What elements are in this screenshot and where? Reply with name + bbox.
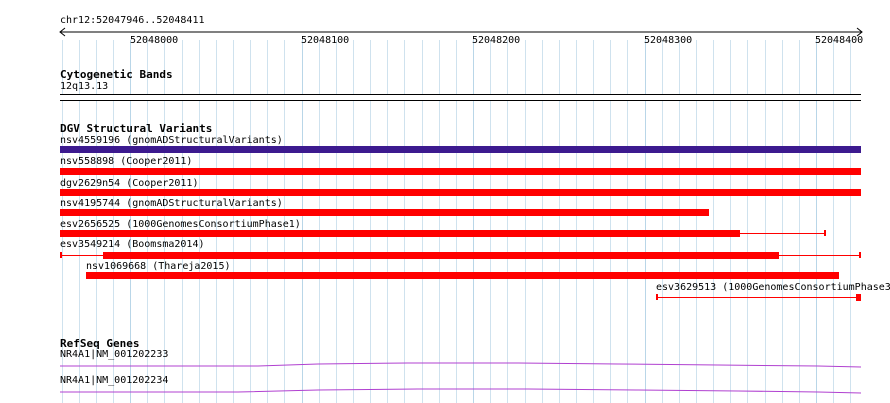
variant-outer-extent[interactable] bbox=[740, 233, 825, 234]
gene-label: NR4A1|NM_001202234 bbox=[60, 375, 169, 386]
location-label: chr12:52047946..52048411 bbox=[60, 15, 205, 26]
variant-outer-extent[interactable] bbox=[656, 297, 861, 298]
variant-feature[interactable] bbox=[856, 294, 861, 301]
variant-feature[interactable] bbox=[103, 252, 779, 259]
variant-feature[interactable] bbox=[60, 168, 861, 175]
ruler-tick-label: 52048300 bbox=[644, 35, 693, 46]
variant-label: nsv4559196 (gnomADStructuralVariants) bbox=[60, 135, 283, 146]
cytoband-feature[interactable] bbox=[60, 94, 861, 101]
ruler-tick-label: 52048100 bbox=[301, 35, 350, 46]
variant-label: nsv1069668 (Thareja2015) bbox=[86, 261, 231, 272]
track-title-cytobands: Cytogenetic Bands bbox=[60, 68, 173, 81]
variant-feature[interactable] bbox=[60, 209, 709, 216]
ruler-tick-label: 52048000 bbox=[130, 35, 179, 46]
variant-feature[interactable] bbox=[60, 189, 861, 196]
track-title-dgv: DGV Structural Variants bbox=[60, 122, 213, 135]
gene-feature[interactable] bbox=[58, 358, 864, 370]
variant-label: dgv2629n54 (Cooper2011) bbox=[60, 178, 199, 189]
gene-feature[interactable] bbox=[58, 384, 864, 396]
variant-feature[interactable] bbox=[86, 272, 839, 279]
variant-label: nsv4195744 (gnomADStructuralVariants) bbox=[60, 198, 283, 209]
ruler-axis[interactable] bbox=[58, 27, 868, 37]
variant-outer-end bbox=[859, 252, 861, 258]
track-title-refseq: RefSeq Genes bbox=[60, 337, 140, 350]
ruler-tick-label: 52048400 bbox=[815, 35, 864, 46]
gene-label: NR4A1|NM_001202233 bbox=[60, 349, 169, 360]
variant-label: esv3629513 (1000GenomesConsortiumPhase3 bbox=[656, 282, 890, 293]
cytoband-label: 12q13.13 bbox=[60, 81, 109, 92]
variant-outer-end bbox=[824, 230, 826, 236]
ruler-tick-label: 52048200 bbox=[472, 35, 521, 46]
variant-label: nsv558898 (Cooper2011) bbox=[60, 156, 193, 167]
variant-label: esv3549214 (Boomsma2014) bbox=[60, 239, 205, 250]
variant-label: esv2656525 (1000GenomesConsortiumPhase1) bbox=[60, 219, 301, 230]
variant-feature[interactable] bbox=[60, 146, 861, 153]
variant-feature[interactable] bbox=[60, 230, 740, 237]
